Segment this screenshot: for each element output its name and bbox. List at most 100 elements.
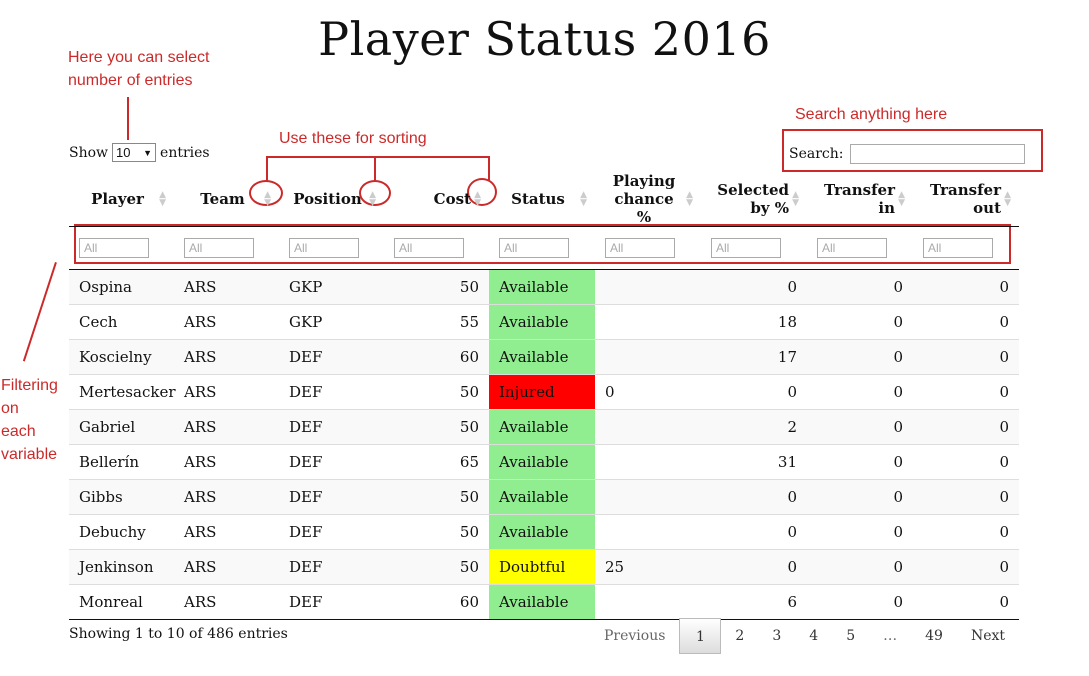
search-input[interactable] <box>849 144 1025 164</box>
cell-transfer-out: 0 <box>913 549 1019 585</box>
cell-position: DEF <box>279 584 384 620</box>
sort-arrows-icon: ▲ ▼ <box>792 190 799 208</box>
cell-transfer-out: 0 <box>913 339 1019 375</box>
cell-transfer-out: 0 <box>913 479 1019 515</box>
page-title: Player Status 2016 <box>318 12 771 66</box>
filter-input-status[interactable]: All <box>499 238 569 258</box>
cell-team: ARS <box>174 409 279 445</box>
cell-cost: 50 <box>384 269 489 305</box>
cell-cost: 50 <box>384 549 489 585</box>
filter-input-cost[interactable]: All <box>394 238 464 258</box>
cell-transfer-out: 0 <box>913 584 1019 620</box>
column-header-player[interactable]: Player ▲ ▼ <box>69 172 174 227</box>
cell-status: Available <box>489 514 595 550</box>
cell-player: Ospina <box>69 269 174 305</box>
cell-status: Available <box>489 304 595 340</box>
pagination-page-3[interactable]: 3 <box>772 628 782 644</box>
cell-team: ARS <box>174 549 279 585</box>
cell-position: DEF <box>279 479 384 515</box>
cell-playing-chance <box>595 339 701 375</box>
cell-selected-by: 6 <box>701 584 807 620</box>
pagination: Previous 1 2 3 4 5 … 49 Next <box>590 618 1019 654</box>
column-header-playing-chance[interactable]: Playing chance % ▲ ▼ <box>595 172 701 227</box>
show-label: Show <box>69 144 109 161</box>
pagination-page-4[interactable]: 4 <box>809 628 819 644</box>
cell-transfer-out: 0 <box>913 514 1019 550</box>
cell-player: Koscielny <box>69 339 174 375</box>
cell-position: GKP <box>279 304 384 340</box>
entries-select-value: 10 <box>116 145 131 160</box>
cell-team: ARS <box>174 514 279 550</box>
annotation-search: Search anything here <box>795 106 948 123</box>
filter-input-selected-by[interactable]: All <box>711 238 781 258</box>
annotation-sorting-bracket-top <box>266 156 490 158</box>
pagination-page-49[interactable]: 49 <box>925 628 943 644</box>
column-header-status[interactable]: Status ▲ ▼ <box>489 172 595 227</box>
cell-cost: 50 <box>384 409 489 445</box>
cell-transfer-in: 0 <box>807 444 913 480</box>
filter-input-transfer-in[interactable]: All <box>817 238 887 258</box>
cell-transfer-out: 0 <box>913 304 1019 340</box>
table-row: Debuchy ARS DEF 50 Available 0 0 0 <box>69 514 1019 550</box>
cell-playing-chance: 0 <box>595 374 701 410</box>
cell-position: DEF <box>279 339 384 375</box>
cell-cost: 55 <box>384 304 489 340</box>
cell-selected-by: 0 <box>701 269 807 305</box>
cell-transfer-out: 0 <box>913 409 1019 445</box>
cell-playing-chance <box>595 514 701 550</box>
search-label: Search: <box>789 146 844 162</box>
cell-transfer-out: 0 <box>913 444 1019 480</box>
column-header-cost[interactable]: Cost ▲ ▼ <box>384 172 489 227</box>
column-header-position[interactable]: Position ▲ ▼ <box>279 172 384 227</box>
cell-playing-chance <box>595 584 701 620</box>
filter-input-playing-chance[interactable]: All <box>605 238 675 258</box>
filter-input-position[interactable]: All <box>289 238 359 258</box>
cell-transfer-out: 0 <box>913 269 1019 305</box>
cell-status: Doubtful <box>489 549 595 585</box>
cell-team: ARS <box>174 444 279 480</box>
pagination-page-5[interactable]: 5 <box>846 628 856 644</box>
filter-input-team[interactable]: All <box>184 238 254 258</box>
cell-selected-by: 0 <box>701 514 807 550</box>
annotation-entries: Here you can select number of entries <box>68 49 210 89</box>
cell-playing-chance <box>595 479 701 515</box>
sort-arrows-icon: ▲ ▼ <box>686 190 693 208</box>
pagination-page-1[interactable]: 1 <box>679 618 722 654</box>
table-row: Cech ARS GKP 55 Available 18 0 0 <box>69 304 1019 340</box>
cell-position: DEF <box>279 514 384 550</box>
table-row: Jenkinson ARS DEF 50 Doubtful 25 0 0 0 <box>69 549 1019 585</box>
sort-arrows-icon: ▲ ▼ <box>474 190 481 208</box>
cell-transfer-in: 0 <box>807 514 913 550</box>
cell-player: Jenkinson <box>69 549 174 585</box>
column-header-transfer-out[interactable]: Transfer out ▲ ▼ <box>913 172 1019 227</box>
entries-select[interactable]: 10 ▼ <box>112 143 157 162</box>
cell-status: Available <box>489 269 595 305</box>
cell-status: Available <box>489 479 595 515</box>
cell-player: Debuchy <box>69 514 174 550</box>
cell-player: Cech <box>69 304 174 340</box>
filter-row: All All All All All All All All All <box>69 226 1019 270</box>
column-header-team[interactable]: Team ▲ ▼ <box>174 172 279 227</box>
cell-team: ARS <box>174 374 279 410</box>
cell-team: ARS <box>174 584 279 620</box>
pagination-previous[interactable]: Previous <box>604 628 666 644</box>
column-header-transfer-in[interactable]: Transfer in ▲ ▼ <box>807 172 913 227</box>
cell-selected-by: 0 <box>701 549 807 585</box>
cell-transfer-in: 0 <box>807 409 913 445</box>
pagination-ellipsis: … <box>883 628 898 644</box>
sort-arrows-icon: ▲ ▼ <box>1004 190 1011 208</box>
cell-status: Available <box>489 584 595 620</box>
cell-selected-by: 2 <box>701 409 807 445</box>
cell-position: GKP <box>279 269 384 305</box>
cell-team: ARS <box>174 269 279 305</box>
table-row: Koscielny ARS DEF 60 Available 17 0 0 <box>69 339 1019 375</box>
cell-playing-chance <box>595 269 701 305</box>
cell-cost: 50 <box>384 514 489 550</box>
cell-transfer-out: 0 <box>913 374 1019 410</box>
pagination-page-2[interactable]: 2 <box>735 628 745 644</box>
pagination-next[interactable]: Next <box>970 628 1005 644</box>
filter-input-player[interactable]: All <box>79 238 149 258</box>
length-control: Show 10 ▼ entries <box>69 143 210 162</box>
column-header-selected-by[interactable]: Selected by % ▲ ▼ <box>701 172 807 227</box>
filter-input-transfer-out[interactable]: All <box>923 238 993 258</box>
